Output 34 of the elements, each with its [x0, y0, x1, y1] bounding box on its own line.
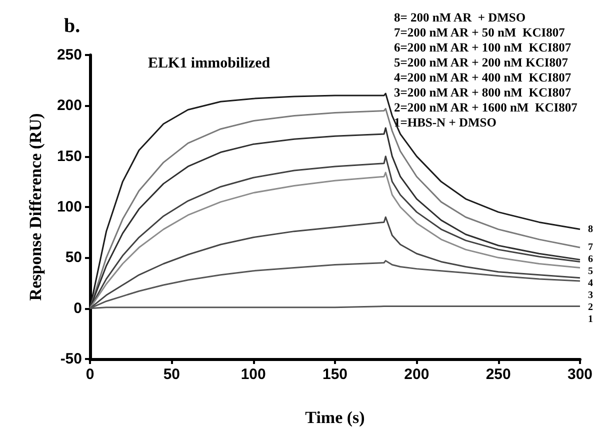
- y-tick-label: 100: [56, 198, 82, 216]
- x-tick-label: 50: [163, 366, 180, 383]
- text: b.: [64, 15, 80, 37]
- y-axis-title: Response Difference (RU): [26, 113, 45, 301]
- series-label: 7: [588, 242, 593, 254]
- x-axis-title: Time (s): [305, 408, 365, 427]
- series-label: 1: [588, 314, 593, 326]
- x-tick-label: 0: [86, 366, 94, 383]
- x-tick-label: 250: [486, 366, 511, 383]
- text: 7=200 nM AR + 50 nM KCI807: [394, 26, 565, 40]
- annotation: 4=200 nM AR + 400 nM KCI807: [394, 70, 572, 84]
- text: 8= 200 nM AR + DMSO: [394, 10, 526, 24]
- x-tick-label: 150: [322, 366, 348, 383]
- annotation: 3=200 nM AR + 800 nM KCI807: [394, 86, 572, 100]
- y-tick-label: 150: [56, 148, 82, 165]
- series-label: 6: [588, 254, 593, 266]
- x-tick-label: 100: [240, 366, 266, 383]
- annotation: ELK1 immobilized: [148, 56, 271, 72]
- annotation: 2=200 nM AR + 1600 nM KCI807: [394, 100, 578, 114]
- y-tick-label: 200: [56, 97, 82, 114]
- x-tick-label: 200: [404, 366, 430, 383]
- series-label: 8: [588, 224, 593, 235]
- series-label: 4: [588, 278, 593, 290]
- y-tick-label: 50: [65, 249, 82, 266]
- text: 6=200 nM AR + 100 nM KCI807: [394, 40, 572, 54]
- annotation: 5=200 nM AR + 200 nM KCI807: [394, 56, 568, 70]
- x-tick-label: 300: [567, 366, 593, 383]
- text: 2: [588, 302, 593, 314]
- y-tick-label: -50: [60, 350, 82, 368]
- y-tick-label: 0: [74, 300, 82, 317]
- series-label: 5: [588, 266, 593, 278]
- y-tick-label: 250: [56, 46, 82, 64]
- series-label: 3: [588, 290, 593, 302]
- annotation: 1=HBS-N + DMSO: [394, 116, 497, 130]
